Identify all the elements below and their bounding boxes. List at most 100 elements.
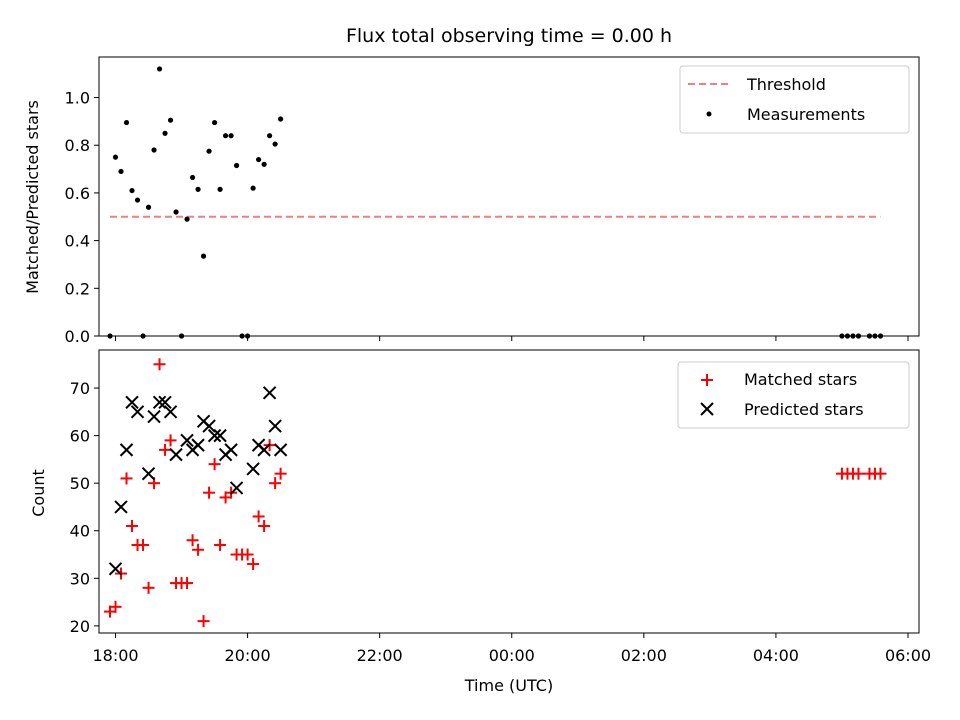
matched-star-point — [186, 534, 199, 547]
ratio-y-tick-label-5: 1.0 — [65, 89, 90, 108]
predicted-star-point — [158, 395, 172, 410]
predicted-star-point — [147, 409, 161, 424]
measurement-point — [272, 141, 278, 147]
ratio-y-tick-label-4: 0.8 — [65, 136, 90, 155]
matched-star-point — [252, 510, 265, 523]
ratio-y-ticks: 0.0 0.2 0.4 0.6 0.8 1.0 — [65, 89, 99, 346]
predicted-star-point — [114, 500, 128, 514]
predicted-star-point — [207, 428, 222, 443]
matched-star-point — [214, 539, 227, 552]
measurement-point — [123, 119, 130, 126]
ratio-legend-box — [679, 65, 910, 134]
count-y-ticks: 20 30 40 50 60 70 — [70, 379, 99, 636]
count-x-tick-label-1: 20:00 — [225, 646, 271, 665]
measurement-point — [189, 174, 196, 181]
matched-star-point — [269, 477, 282, 490]
matched-star-point — [109, 600, 122, 613]
predicted-star-point — [152, 395, 167, 410]
measurement-point — [184, 216, 190, 222]
predicted-star-point — [169, 447, 183, 462]
measurement-point — [239, 333, 245, 339]
predicted-star-point — [229, 481, 244, 495]
measurement-point — [118, 168, 124, 175]
measurement-point — [844, 333, 851, 339]
measurement-point — [156, 66, 163, 72]
matched-star-points — [104, 358, 887, 628]
legend-predicted-label: Predicted stars — [744, 400, 864, 419]
count-y-tick-label-2: 40 — [70, 522, 90, 541]
ratio-y-tick-label-1: 0.2 — [65, 279, 90, 298]
legend-predicted-swatch — [700, 402, 714, 416]
measurement-point — [211, 119, 218, 126]
matched-star-point — [159, 443, 172, 456]
measurement-point — [167, 117, 174, 123]
predicted-star-point — [246, 462, 260, 476]
count-y-tick-label-3: 50 — [70, 474, 90, 493]
matched-star-point — [120, 472, 133, 485]
predicted-star-point — [180, 433, 194, 448]
predicted-star-point — [268, 419, 282, 433]
matched-star-point — [181, 577, 194, 590]
matched-star-point — [164, 434, 177, 447]
count-y-tick-label-1: 30 — [70, 569, 90, 588]
measurement-point — [107, 333, 113, 339]
predicted-star-point — [257, 443, 271, 457]
count-panel: 18:00 20:00 22:00 00:00 02:00 04:00 06:00 20 30… — [29, 349, 931, 695]
matched-star-point — [852, 467, 865, 480]
predicted-star-point — [163, 405, 178, 419]
predicted-star-point — [108, 562, 123, 576]
predicted-star-point — [273, 443, 288, 457]
measurement-point — [162, 130, 168, 136]
matched-star-point — [247, 558, 260, 571]
predicted-star-point — [141, 466, 156, 481]
measurement-point — [267, 133, 273, 139]
legend-threshold-label: Threshold — [746, 75, 826, 94]
measurement-point — [200, 253, 207, 259]
legend-matched-label: Matched stars — [744, 370, 857, 389]
measurement-point — [839, 333, 845, 339]
measurement-point — [866, 333, 873, 339]
measurement-point — [178, 333, 185, 339]
predicted-star-point — [224, 443, 238, 457]
matched-star-point — [192, 543, 205, 556]
count-legend: Matched stars Predicted stars — [677, 361, 910, 429]
predicted-star-point — [262, 386, 277, 400]
measurement-point — [872, 333, 878, 339]
ratio-y-axis-label: Matched/Predicted stars — [23, 100, 42, 294]
measurement-point — [850, 333, 856, 339]
chart-title: Flux total observing time = 0.00 h — [346, 25, 672, 47]
matched-star-point — [208, 458, 221, 471]
count-y-tick-label-5: 70 — [70, 379, 90, 398]
measurement-point — [112, 154, 119, 160]
matched-star-point — [258, 519, 271, 532]
count-x-tick-label-4: 02:00 — [621, 646, 667, 665]
predicted-star-point — [213, 428, 227, 443]
measurement-points — [107, 66, 884, 339]
measurement-point — [195, 186, 201, 192]
measurement-point — [255, 156, 262, 163]
measurement-point — [222, 133, 229, 139]
count-x-tick-label-6: 06:00 — [885, 646, 931, 665]
predicted-star-point — [191, 438, 205, 452]
count-x-tick-label-2: 22:00 — [357, 646, 403, 665]
count-legend-box — [677, 361, 910, 429]
measurement-point — [244, 333, 251, 339]
predicted-star-point — [130, 405, 145, 419]
count-x-axis-label: Time (UTC) — [464, 676, 553, 695]
legend-measurements-swatch — [706, 111, 712, 117]
legend-matched-swatch — [701, 374, 713, 386]
measurement-point — [233, 162, 240, 169]
ratio-y-tick-label-2: 0.4 — [65, 232, 90, 251]
measurement-point — [145, 204, 152, 210]
legend-measurements-label: Measurements — [747, 105, 865, 124]
predicted-star-point — [119, 443, 134, 457]
measurement-point — [217, 186, 223, 192]
matched-star-point — [142, 581, 155, 594]
measurement-point — [855, 333, 862, 339]
count-x-tick-label-3: 00:00 — [489, 646, 535, 665]
predicted-star-point — [202, 419, 216, 433]
measurement-point — [261, 161, 267, 167]
predicted-star-points — [108, 386, 288, 576]
matched-star-point — [274, 467, 287, 480]
